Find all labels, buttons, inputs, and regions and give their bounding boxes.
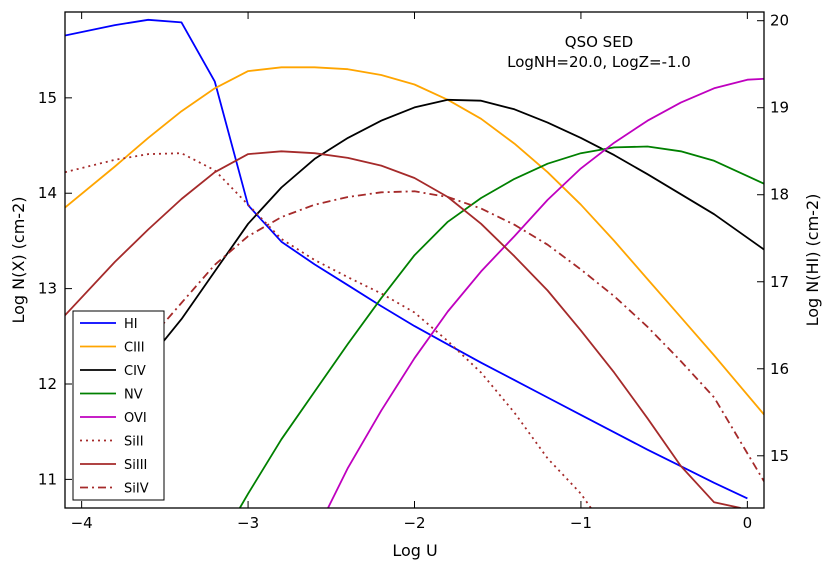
series-line-ovi (327, 77, 764, 508)
y-tick-label: 11 (38, 470, 57, 488)
plot-background (65, 12, 764, 508)
x-tick-label: −4 (71, 514, 93, 532)
series-layer (65, 18, 764, 508)
x-tick-label: −1 (570, 514, 592, 532)
legend-label-ciii: CIII (124, 341, 145, 356)
y-right-tick-label: 19 (770, 99, 789, 117)
x-tick-label: −2 (403, 514, 425, 532)
legend-label-siiv: SiIV (124, 482, 149, 497)
series-line-siiii (65, 150, 741, 508)
series-line-civ (97, 98, 764, 381)
ticks-layer: −4 −3 −2 −1 0 11 12 13 14 15 15 16 17 18 19 20 (38, 12, 789, 532)
y-tick-label: 13 (38, 280, 57, 298)
series-line-ciii (65, 66, 764, 416)
legend-label-hi: HI (124, 317, 138, 332)
series-line-nv (239, 145, 764, 508)
x-axis-label: Log U (392, 541, 437, 560)
legend-box (72, 310, 165, 501)
legend-label-siii: SiII (124, 435, 144, 450)
y-right-tick-label: 15 (770, 447, 789, 465)
y-right-tick-label: 18 (770, 186, 789, 204)
y-right-tick-label: 17 (770, 273, 789, 291)
annotation-line2: LogNH=20.0, LogZ=-1.0 (507, 53, 691, 71)
legend-label-nv: NV (124, 388, 143, 403)
y-axis-label-left: Log N(X) (cm-2) (9, 197, 28, 324)
y-axis-label-right: Log N(HI) (cm-2) (803, 194, 822, 327)
legend-label-ovi: OVI (124, 411, 147, 426)
x-tick-label: −3 (237, 514, 259, 532)
legend-label-civ: CIV (124, 364, 146, 379)
series-line-siii (65, 152, 592, 508)
y-right-tick-label: 16 (770, 360, 789, 378)
y-right-tick-label: 20 (770, 12, 789, 30)
x-tick-label: 0 (743, 514, 753, 532)
legend-label-siiii: SiIII (124, 458, 147, 473)
y-tick-label: 14 (38, 184, 57, 202)
annotation-line1: QSO SED (565, 33, 633, 51)
y-tick-label: 15 (38, 89, 57, 107)
series-line-siiv (89, 190, 764, 482)
y-tick-label: 12 (38, 375, 57, 393)
legend: HI CIII CIV NV OVI SiII SiIII SiIV (72, 310, 165, 501)
series-line-hi (65, 18, 748, 500)
